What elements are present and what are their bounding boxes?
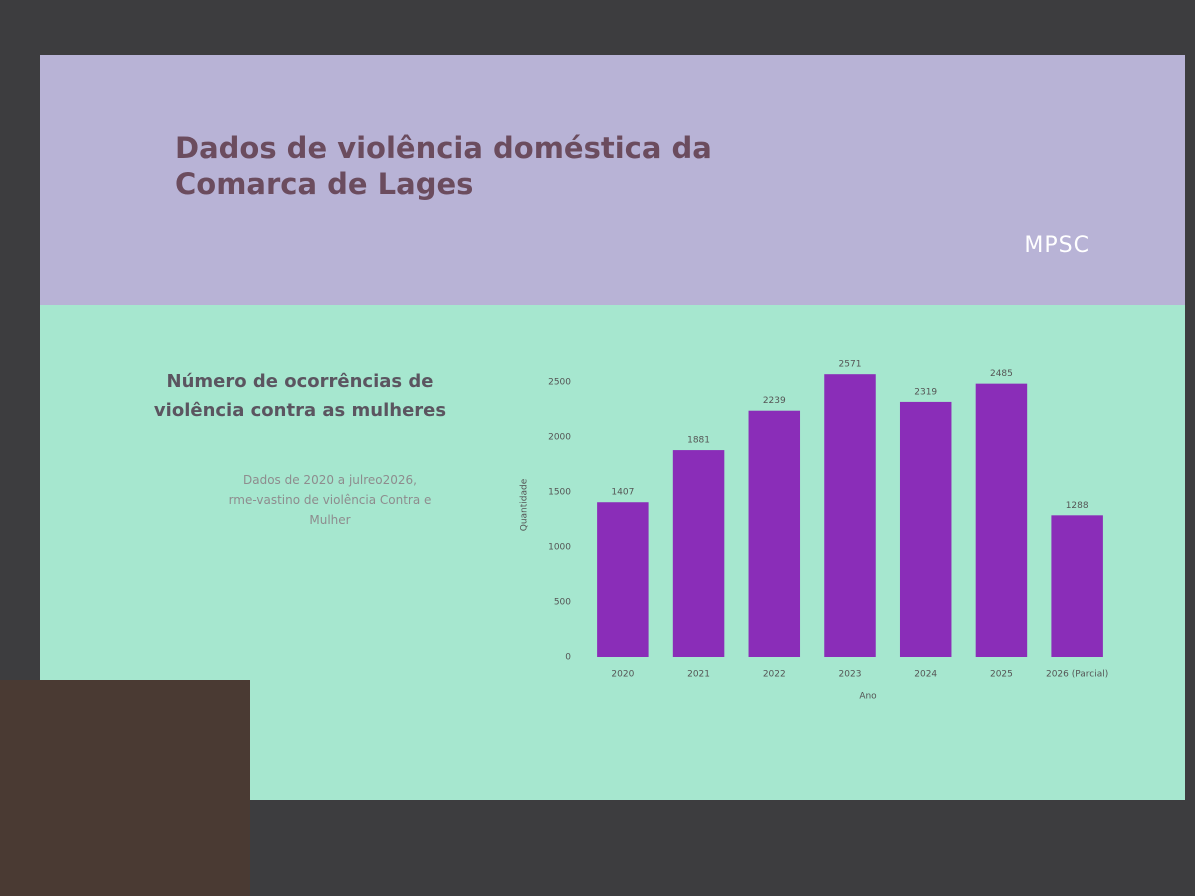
value-label: 1407 — [611, 488, 634, 498]
bar — [1051, 515, 1103, 657]
x-tick-label: 2021 — [687, 670, 710, 680]
note: Dados de 2020 a julreo2026, rme-vastino d… — [200, 470, 460, 530]
logo: MPSC — [1024, 233, 1090, 258]
x-tick-label: 2022 — [763, 670, 786, 680]
y-tick-label: 2500 — [548, 378, 571, 388]
value-label: 2485 — [990, 369, 1013, 379]
x-axis-label: Ano — [859, 692, 877, 702]
bar — [748, 410, 801, 657]
y-tick-label: 1000 — [548, 543, 571, 553]
note-line: rme-vastino de violência Contra e — [228, 493, 432, 507]
header-band — [40, 55, 1185, 305]
x-tick-label: 2020 — [611, 670, 634, 680]
x-tick-label: 2024 — [914, 670, 937, 680]
note-line: Mulher — [309, 513, 351, 527]
value-label: 2319 — [914, 387, 937, 397]
x-tick-label: 2025 — [990, 670, 1013, 680]
bar — [975, 383, 1028, 657]
note-line: Dados de 2020 a julreo2026, — [243, 473, 417, 487]
y-axis-label: Quantidade — [520, 478, 530, 531]
x-tick-label: 2023 — [839, 670, 862, 680]
value-label: 1881 — [687, 436, 710, 446]
chart-heading: Número de ocorrências de violência contr… — [153, 371, 447, 421]
slide-title: Dados de violência doméstica da Comarca … — [175, 131, 712, 201]
value-label: 1288 — [1066, 501, 1089, 511]
bar — [672, 450, 725, 657]
y-tick-label: 2000 — [548, 433, 571, 443]
bar — [899, 401, 952, 657]
value-label: 2239 — [763, 396, 786, 406]
y-tick-label: 1500 — [548, 488, 571, 498]
bar — [824, 374, 876, 657]
y-tick-label: 500 — [554, 598, 571, 608]
value-label: 2571 — [839, 360, 862, 370]
podium — [0, 680, 250, 896]
y-tick-label: 0 — [565, 653, 571, 663]
x-tick-label: 2026 (Parcial) — [1046, 670, 1108, 680]
bar — [597, 502, 649, 657]
